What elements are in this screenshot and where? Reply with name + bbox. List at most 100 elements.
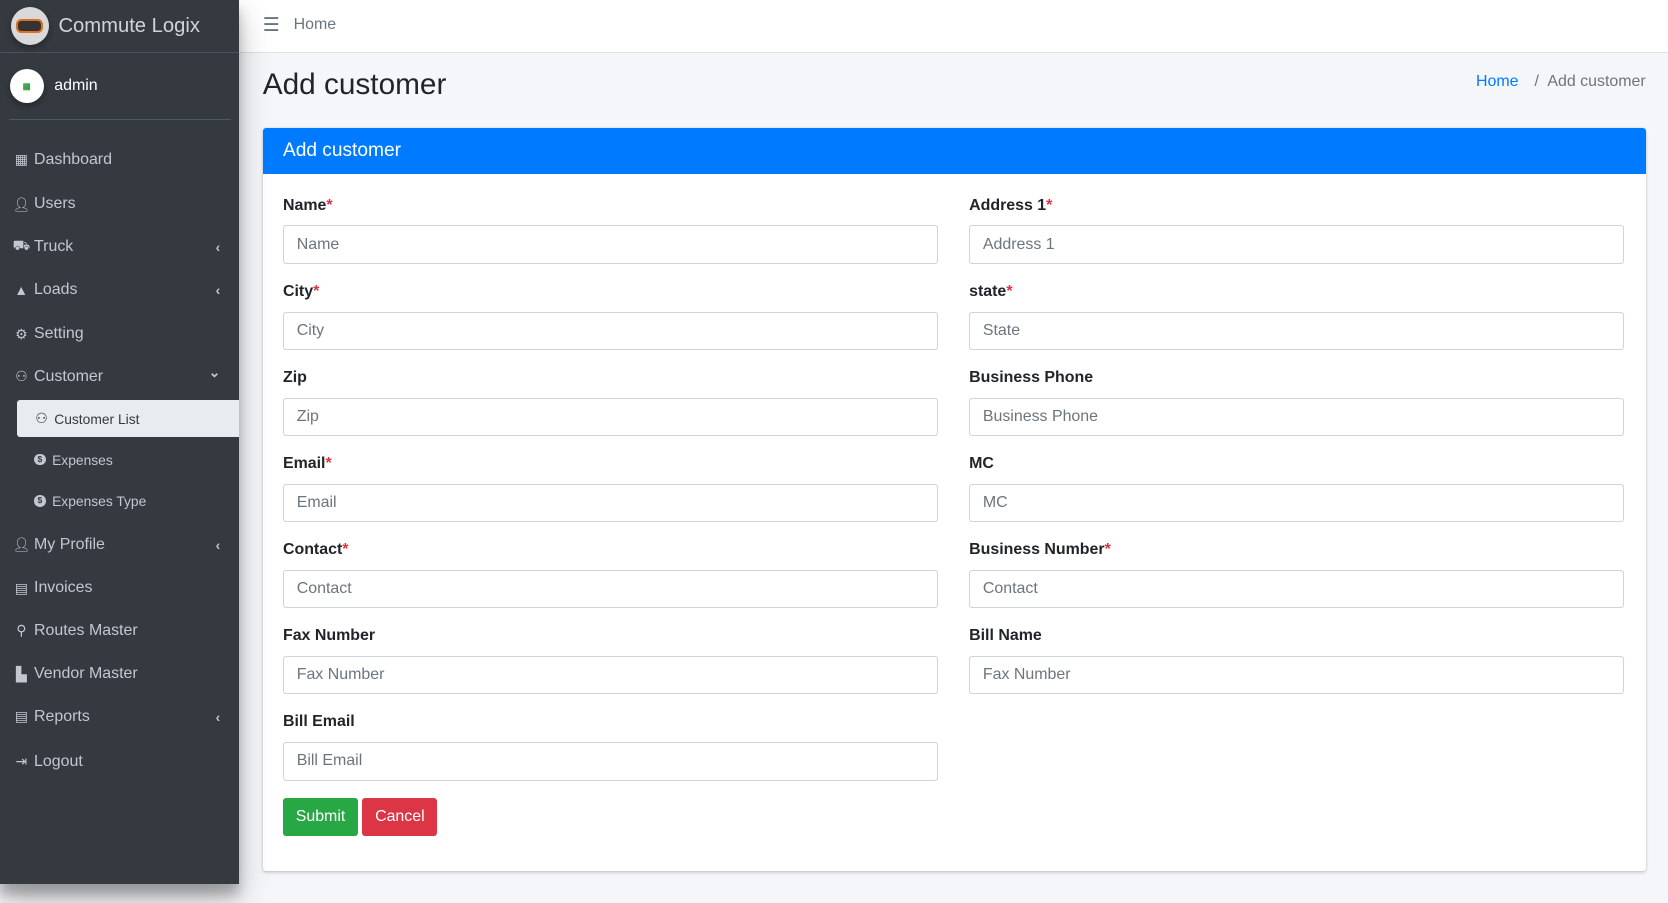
sidebar-item-label: Users <box>34 195 76 213</box>
sidebar-item-label: Customer <box>34 367 104 385</box>
contact-label: Contact* <box>283 539 938 561</box>
required-asterisk: * <box>1104 541 1111 559</box>
required-asterisk: * <box>1046 196 1053 214</box>
users-icon: ⚇ <box>35 410 48 427</box>
name-input[interactable] <box>282 225 939 264</box>
address-1-input[interactable] <box>969 225 1625 264</box>
form-group-fax-number: Fax Number <box>282 625 939 695</box>
email-input[interactable] <box>282 483 939 523</box>
add-customer-card: Add customer Name*Address 1*City*state*Z… <box>262 127 1646 872</box>
required-asterisk: * <box>1006 282 1013 300</box>
cancel-button[interactable]: Cancel <box>362 797 438 836</box>
contact-input[interactable] <box>282 570 939 609</box>
truck-icon: ⛟ <box>12 237 30 254</box>
form-group-state: state* <box>969 281 1625 350</box>
business-phone-input[interactable] <box>969 397 1625 437</box>
weight-icon: ▲ <box>14 282 29 299</box>
brand-link[interactable]: Commute Logix <box>0 0 240 54</box>
form-group-zip: Zip <box>282 367 939 437</box>
label-text: Zip <box>282 368 307 386</box>
sign-out-icon: ⇥ <box>15 753 28 770</box>
label-text: Bill Name <box>969 627 1042 645</box>
route-icon: ⚲ <box>16 622 27 639</box>
sidebar-item-label: Loads <box>34 281 78 299</box>
city-input[interactable] <box>282 311 939 350</box>
state-label: state* <box>969 281 1624 303</box>
chevron-left-icon: ‹ <box>215 536 221 553</box>
required-asterisk: * <box>313 282 320 300</box>
address-1-label: Address 1* <box>969 195 1624 217</box>
file-icon: ▤ <box>14 579 28 596</box>
breadcrumb-home[interactable]: Home <box>1475 73 1519 91</box>
sidebar-item-customer-list[interactable]: ⚇ Customer List <box>17 399 240 438</box>
business-number-input[interactable] <box>969 570 1625 609</box>
hamburger-menu-icon[interactable]: ☰ <box>262 14 280 36</box>
sidebar-item-truck[interactable]: ⛟ Truck ‹ <box>12 234 221 260</box>
sidebar-item-setting[interactable]: ⚙ Setting <box>13 321 220 347</box>
sidebar-item-customer[interactable]: ⚇ Customer ⌄ <box>13 364 220 390</box>
sidebar-item-label: Logout <box>34 752 83 770</box>
required-asterisk: * <box>326 196 333 214</box>
chevron-down-icon: ⌄ <box>208 363 221 380</box>
user-panel[interactable]: ▦ admin <box>8 53 231 121</box>
sidebar-item-expenses[interactable]: $ Expenses <box>34 447 220 473</box>
state-input[interactable] <box>969 311 1625 350</box>
bill-name-input[interactable] <box>969 656 1625 695</box>
mc-input[interactable] <box>969 483 1625 523</box>
sidebar-item-label: Customer List <box>54 410 140 427</box>
fax-number-input[interactable] <box>282 656 939 695</box>
breadcrumb-separator: / <box>1534 73 1539 91</box>
sidebar-item-dashboard[interactable]: ▦ Dashboard <box>13 147 220 173</box>
label-text: MC <box>969 455 994 473</box>
user-icon: 👤︎ <box>12 536 31 553</box>
sidebar-item-my-profile[interactable]: 👤︎ My Profile ‹ <box>12 532 221 558</box>
sidebar-item-expenses-type[interactable]: $ Expenses Type <box>34 488 220 514</box>
dollar-circle-icon: $ <box>34 453 46 466</box>
label-text: Business Phone <box>969 368 1094 386</box>
label-text: City <box>282 282 314 300</box>
sidebar-item-label: Routes Master <box>34 621 138 639</box>
name-label: Name* <box>283 195 938 217</box>
industry-icon: ▙ <box>15 665 27 682</box>
top-navbar: ☰ Home <box>239 0 1668 54</box>
label-text: Fax Number <box>282 627 376 645</box>
bill-email-label: Bill Email <box>283 711 938 733</box>
sidebar-item-label: Reports <box>34 707 90 725</box>
sidebar-item-users[interactable]: 👤︎ Users <box>12 191 220 217</box>
form-group-name: Name* <box>282 195 939 264</box>
email-label: Email* <box>283 453 938 475</box>
sidebar-item-label: Setting <box>34 325 84 343</box>
sidebar-item-label: Vendor Master <box>34 665 138 683</box>
required-asterisk: * <box>342 541 349 559</box>
users-icon: ⚇ <box>15 368 28 385</box>
breadcrumb-current: Add customer <box>1547 73 1646 91</box>
submit-button[interactable]: Submit <box>282 797 359 836</box>
form-group-business-phone: Business Phone <box>969 367 1625 437</box>
brand-name: Commute Logix <box>58 14 200 37</box>
brand-logo <box>10 6 49 46</box>
sidebar-item-reports[interactable]: ▤ Reports ‹ <box>13 704 220 730</box>
dashboard-icon: ▦ <box>14 151 28 168</box>
sidebar-item-logout[interactable]: ⇥ Logout <box>13 749 220 775</box>
user-icon: 👤︎ <box>12 195 31 212</box>
label-text: Email <box>282 455 326 473</box>
zip-input[interactable] <box>282 397 939 437</box>
chevron-left-icon: ‹ <box>215 282 221 299</box>
business-phone-label: Business Phone <box>969 367 1624 389</box>
sidebar-item-vendor-master[interactable]: ▙ Vendor Master <box>13 662 220 688</box>
top-home-link[interactable]: Home <box>293 15 337 33</box>
sidebar-item-invoices[interactable]: ▤ Invoices <box>13 576 220 602</box>
sidebar-item-routes-master[interactable]: ⚲ Routes Master <box>13 618 220 644</box>
sidebar-item-label: Truck <box>34 237 74 255</box>
sidebar-item-label: Expenses <box>52 451 113 468</box>
form-group-email: Email* <box>282 453 939 523</box>
bill-email-input[interactable] <box>282 742 939 781</box>
required-asterisk: * <box>325 455 332 473</box>
label-text: Name <box>282 196 327 214</box>
label-text: state <box>969 282 1007 300</box>
user-name: admin <box>54 77 98 95</box>
gear-icon: ⚙ <box>15 325 28 342</box>
city-label: City* <box>283 281 938 303</box>
sidebar-item-loads[interactable]: ▲ Loads ‹ <box>13 278 220 304</box>
